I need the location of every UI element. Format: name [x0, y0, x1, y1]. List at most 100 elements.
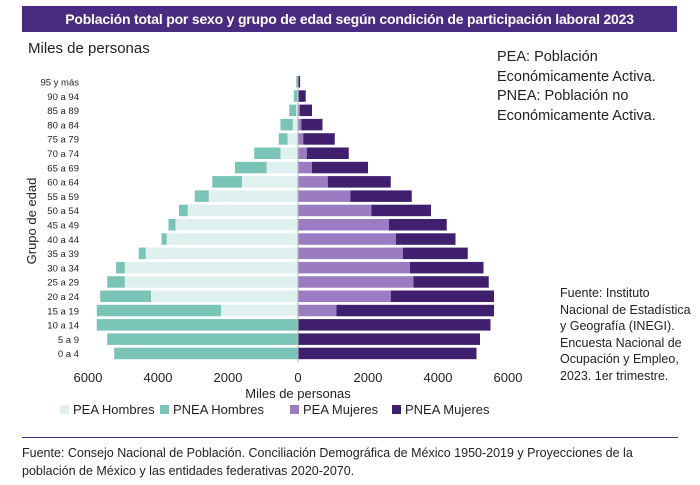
legend-label-pnea-mujeres: PNEA Mujeres — [405, 402, 490, 417]
legend-label-pea-mujeres: PEA Mujeres — [303, 402, 379, 417]
bar-pnea-mujeres-80-a-84 — [301, 118, 323, 131]
x-tick-labels-group: 6000 4000 2000 0 2000 4000 6000 — [74, 370, 523, 385]
bar-pnea-hombres-45-a-49 — [168, 219, 176, 231]
unit-label: Miles de personas — [28, 40, 150, 57]
age-label-20-a-24: 20 a 24 — [47, 292, 79, 303]
bar-pea-mujeres-45-a-49 — [298, 219, 389, 231]
x-tick-1: 4000 — [144, 370, 173, 385]
bar-pnea-hombres-10-a-14 — [96, 319, 298, 331]
note-pnea: PNEA: Población no Económicamente Activa… — [497, 88, 656, 124]
age-labels-group: 95 y más 90 a 94 85 a 89 80 a 84 75 a 79 70 a… — [40, 78, 79, 361]
bar-pnea-hombres-25-a-29 — [107, 276, 125, 288]
bar-pnea-mujeres-25-a-29 — [413, 276, 489, 288]
bar-pea-mujeres-70-a-74 — [298, 147, 307, 159]
age-label-75-a-79: 75 a 79 — [47, 135, 79, 146]
age-label-60-a-64: 60 a 64 — [47, 178, 79, 189]
age-label-45-a-49: 45 a 49 — [47, 221, 79, 232]
bar-pnea-mujeres-85-a-89 — [299, 104, 312, 117]
bar-pnea-hombres-95-y-m-s — [296, 76, 298, 88]
bar-pnea-hombres-35-a-39 — [138, 247, 146, 260]
legend-swatch-pea-mujeres — [290, 405, 299, 414]
bar-pnea-mujeres-55-a-59 — [350, 190, 412, 202]
note-pea: PEA: Población Económicamente Activa. — [497, 49, 656, 85]
bar-pnea-hombres-5-a-9 — [107, 333, 298, 345]
age-label-55-a-59: 55 a 59 — [47, 192, 79, 203]
x-tick-2: 2000 — [214, 370, 243, 385]
legend-label-pea-hombres: PEA Hombres — [73, 402, 155, 417]
bar-pnea-hombres-60-a-64 — [212, 176, 242, 188]
bar-pnea-mujeres-90-a-94 — [298, 90, 306, 102]
bar-pea-hombres-45-a-49 — [175, 219, 298, 231]
bar-pea-hombres-20-a-24 — [151, 290, 298, 302]
age-label-25-a-29: 25 a 29 — [47, 278, 79, 289]
bar-pea-hombres-30-a-34 — [124, 261, 298, 274]
bar-pnea-mujeres-60-a-64 — [327, 176, 391, 188]
bar-pnea-hombres-70-a-74 — [254, 147, 281, 159]
legend-label-pnea-hombres: PNEA Hombres — [173, 402, 265, 417]
bar-pnea-hombres-90-a-94 — [293, 90, 298, 102]
bar-pea-hombres-80-a-84 — [292, 118, 298, 131]
x-tick-6: 6000 — [494, 370, 523, 385]
bar-pnea-mujeres-65-a-69 — [312, 161, 368, 174]
bar-pnea-mujeres-70-a-74 — [306, 147, 349, 159]
bar-pea-hombres-35-a-39 — [145, 247, 298, 260]
age-label-95-y-m-s: 95 y más — [40, 78, 79, 89]
bar-pnea-mujeres-45-a-49 — [389, 219, 447, 231]
y-axis-label: Grupo de edad — [24, 178, 39, 265]
bar-pnea-hombres-80-a-84 — [280, 118, 293, 131]
bar-pnea-mujeres-75-a-79 — [303, 133, 335, 145]
age-label-10-a-14: 10 a 14 — [47, 321, 79, 332]
legend: PEA Hombres PNEA Hombres PEA Mujeres PNEA M… — [60, 402, 490, 417]
bar-pnea-hombres-0-a-4 — [114, 347, 298, 360]
bar-pnea-hombres-15-a-19 — [96, 304, 221, 317]
age-label-90-a-94: 90 a 94 — [47, 92, 79, 103]
age-label-85-a-89: 85 a 89 — [47, 106, 79, 117]
bar-pea-hombres-70-a-74 — [280, 147, 298, 159]
bar-pnea-mujeres-15-a-19 — [336, 304, 494, 317]
bar-pea-mujeres-80-a-84 — [298, 118, 302, 131]
age-label-50-a-54: 50 a 54 — [47, 206, 79, 217]
bar-pnea-hombres-75-a-79 — [278, 133, 288, 145]
bar-pea-mujeres-30-a-34 — [298, 261, 410, 274]
bar-pnea-hombres-30-a-34 — [116, 261, 125, 274]
bar-pnea-hombres-85-a-89 — [289, 104, 297, 117]
age-label-0-a-4: 0 a 4 — [58, 349, 79, 360]
bar-pnea-mujeres-0-a-4 — [298, 347, 477, 360]
bar-pea-mujeres-20-a-24 — [298, 290, 391, 302]
age-label-15-a-19: 15 a 19 — [47, 306, 79, 317]
bar-pnea-mujeres-40-a-44 — [396, 233, 456, 245]
bar-pea-hombres-55-a-59 — [208, 190, 298, 202]
notes-block: PEA: Población Económicamente Activa. PN… — [497, 48, 692, 126]
side-source-note: Fuente: Instituto Nacional de Estadístic… — [560, 286, 691, 383]
x-tick-0: 6000 — [74, 370, 103, 385]
bar-pnea-hombres-20-a-24 — [100, 290, 151, 302]
bar-pea-hombres-15-a-19 — [221, 304, 298, 317]
age-label-30-a-34: 30 a 34 — [47, 263, 79, 274]
bar-pea-mujeres-65-a-69 — [298, 161, 312, 174]
age-label-40-a-44: 40 a 44 — [47, 235, 79, 246]
bar-pnea-hombres-40-a-44 — [161, 233, 167, 245]
bar-pea-hombres-60-a-64 — [242, 176, 298, 188]
bar-pea-hombres-40-a-44 — [166, 233, 298, 245]
age-label-5-a-9: 5 a 9 — [58, 335, 79, 346]
bar-pnea-hombres-65-a-69 — [235, 161, 267, 174]
bar-pea-hombres-25-a-29 — [124, 276, 298, 288]
bar-pnea-mujeres-50-a-54 — [371, 204, 431, 217]
bars-group — [96, 76, 494, 360]
bar-pnea-mujeres-30-a-34 — [410, 261, 484, 274]
bar-pea-mujeres-15-a-19 — [298, 304, 337, 317]
bar-pea-mujeres-55-a-59 — [298, 190, 351, 202]
bar-pea-hombres-85-a-89 — [296, 104, 298, 117]
bar-pnea-mujeres-5-a-9 — [298, 333, 480, 345]
bar-pnea-mujeres-95-y-m-s — [298, 76, 301, 88]
bar-pea-mujeres-35-a-39 — [298, 247, 403, 260]
bar-pnea-mujeres-35-a-39 — [403, 247, 468, 260]
x-tick-5: 4000 — [424, 370, 453, 385]
bar-pea-hombres-75-a-79 — [287, 133, 298, 145]
x-tick-3: 0 — [294, 370, 301, 385]
footer-source: Fuente: Consejo Nacional de Población. C… — [22, 446, 633, 478]
bar-pea-mujeres-85-a-89 — [298, 104, 300, 117]
footer-divider — [22, 437, 678, 438]
legend-swatch-pnea-hombres — [160, 405, 169, 414]
